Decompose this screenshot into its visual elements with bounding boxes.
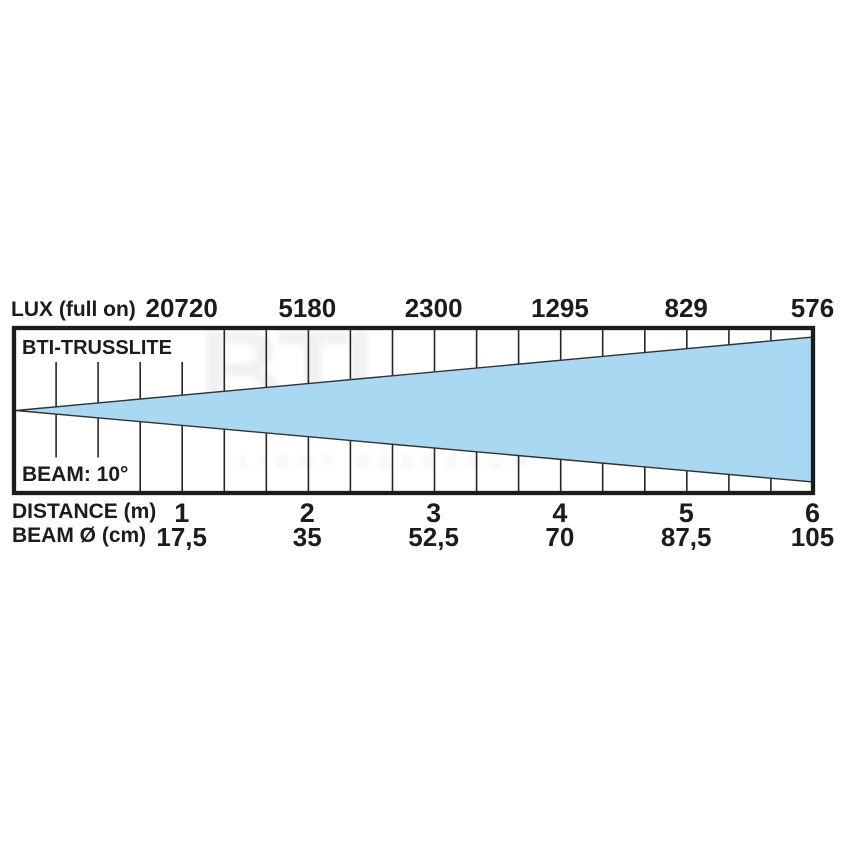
svg-text:LIGHT RESEARCH: LIGHT RESEARCH (240, 452, 535, 473)
